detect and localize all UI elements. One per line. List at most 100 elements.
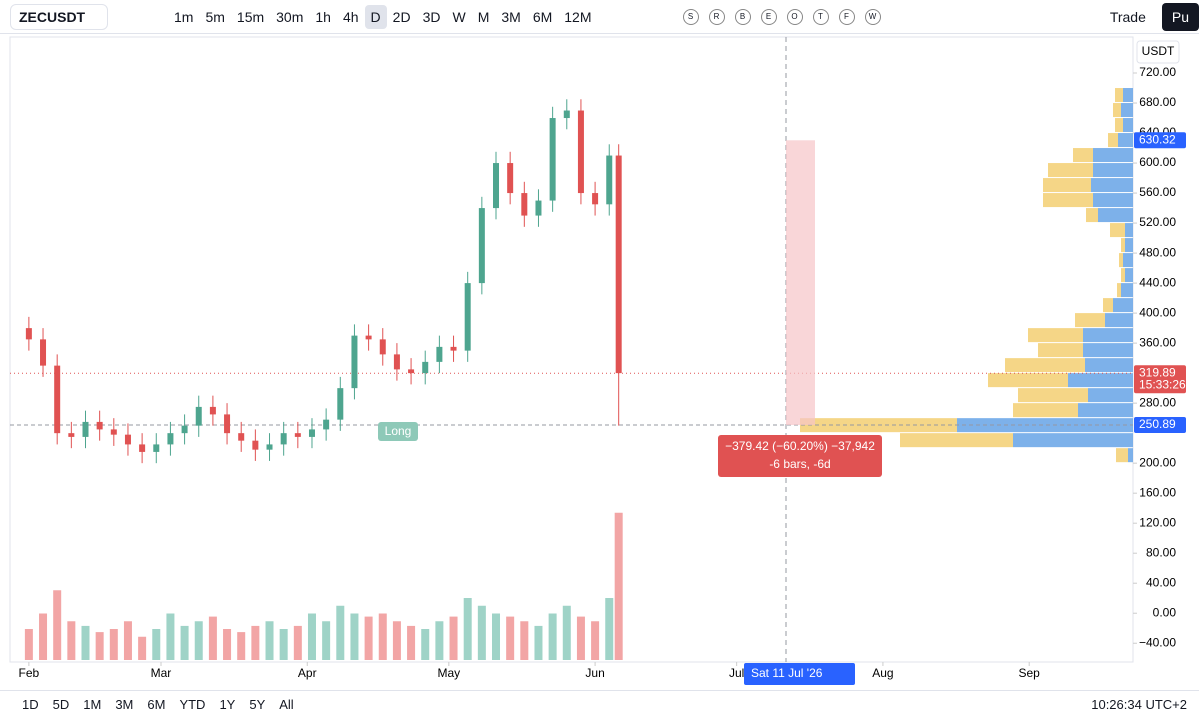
letter-button[interactable]: T xyxy=(812,8,829,25)
measure-range xyxy=(786,140,815,425)
candle-body xyxy=(224,414,231,434)
interval[interactable]: 15m xyxy=(236,8,265,25)
interval[interactable]: 6M xyxy=(532,8,553,25)
profile-sell xyxy=(1108,133,1118,148)
volume-bar xyxy=(251,625,260,660)
range[interactable]: 3M xyxy=(115,697,134,712)
range[interactable]: All xyxy=(279,697,294,712)
letter-button[interactable]: S xyxy=(682,8,699,25)
profile-buy xyxy=(1013,433,1133,448)
letter-button[interactable]: F xyxy=(838,8,855,25)
low-price: 250.89 xyxy=(1139,417,1176,431)
interval[interactable]: 3M xyxy=(501,8,521,25)
symbol[interactable]: ZECUSDT xyxy=(10,3,108,30)
range[interactable]: 1D xyxy=(22,697,39,712)
profile-buy xyxy=(1123,253,1133,268)
profile-sell xyxy=(1038,343,1083,358)
volume-bar xyxy=(492,613,501,660)
interval[interactable]: 12M xyxy=(564,8,592,25)
profile-buy xyxy=(1105,313,1133,328)
candle-body xyxy=(535,200,542,216)
candle-body xyxy=(209,406,216,415)
candle-body xyxy=(606,155,613,205)
volume-bar xyxy=(506,616,515,660)
volume-bar xyxy=(392,621,401,660)
profile-buy xyxy=(1128,448,1133,463)
volume-bar xyxy=(208,616,217,660)
letter-button[interactable]: W xyxy=(864,8,881,25)
high-price-box xyxy=(1134,132,1186,149)
interval[interactable]: 4h xyxy=(342,8,359,25)
volume-bar xyxy=(378,613,387,660)
y-tick-label: 680.00 xyxy=(1139,95,1176,109)
candle-body xyxy=(238,433,245,441)
volume-bar xyxy=(109,629,118,660)
y-tick-label: 40.00 xyxy=(1146,575,1176,589)
publish-button[interactable]: Pu xyxy=(1161,2,1199,31)
volume-bar xyxy=(194,621,203,660)
countdown: 15:33:26 xyxy=(1139,377,1186,391)
profile-buy xyxy=(1068,373,1133,388)
last-price-box xyxy=(1134,365,1186,394)
candle-body xyxy=(615,155,622,374)
profile-sell xyxy=(1075,313,1105,328)
volume-bar xyxy=(421,629,430,660)
volume-bar xyxy=(265,621,274,660)
volume-bar xyxy=(605,598,614,660)
interval[interactable]: 1m xyxy=(174,8,194,25)
letter-button[interactable]: E xyxy=(760,8,777,25)
profile-buy xyxy=(1125,223,1133,238)
range[interactable]: 5D xyxy=(52,697,70,712)
interval[interactable]: 3D xyxy=(422,8,441,25)
profile-buy xyxy=(1093,148,1133,163)
currency: USDT xyxy=(1142,44,1175,58)
interval[interactable]: 2D xyxy=(392,8,411,25)
y-tick-label: 280.00 xyxy=(1139,395,1176,409)
volume-bar xyxy=(336,605,345,660)
interval[interactable]: D xyxy=(364,4,387,29)
y-tick-label: 560.00 xyxy=(1139,185,1176,199)
x-tick-label: Aug xyxy=(872,666,893,680)
range[interactable]: 5Y xyxy=(249,697,266,712)
interval[interactable]: 5m xyxy=(205,8,225,25)
profile-buy xyxy=(1121,103,1133,118)
range[interactable]: YTD xyxy=(179,697,206,712)
candle-body xyxy=(294,433,301,437)
candle-body xyxy=(167,433,174,445)
profile-buy xyxy=(1121,283,1133,298)
volume-bar xyxy=(477,605,486,660)
x-tick-label: Jul xyxy=(729,666,744,680)
x-tick-label: Apr xyxy=(298,666,317,680)
y-tick-label: 440.00 xyxy=(1139,275,1176,289)
profile-buy xyxy=(1091,178,1133,193)
volume-bar xyxy=(237,632,246,660)
profile-sell xyxy=(1013,403,1078,418)
profile-sell xyxy=(1116,448,1128,463)
interval[interactable]: M xyxy=(477,8,490,25)
interval[interactable]: W xyxy=(452,8,466,25)
candle-body xyxy=(40,339,47,366)
plot-area xyxy=(9,36,1134,663)
volume-bar xyxy=(322,621,331,660)
trade-button[interactable]: Trade xyxy=(1109,8,1146,25)
profile-sell xyxy=(1028,328,1083,343)
interval[interactable]: 30m xyxy=(276,8,304,25)
candle-body xyxy=(110,429,117,435)
letter-button[interactable]: B xyxy=(734,8,751,25)
long-tag xyxy=(378,422,418,441)
range[interactable]: 1Y xyxy=(219,697,236,712)
range[interactable]: 1M xyxy=(83,697,102,712)
letter-button[interactable]: O xyxy=(786,8,803,25)
profile-sell xyxy=(1018,388,1088,403)
volume-bar xyxy=(95,632,104,660)
range[interactable]: 6M xyxy=(147,697,166,712)
letter-button[interactable]: R xyxy=(708,8,725,25)
candle-body xyxy=(54,365,61,434)
candle-body xyxy=(280,433,287,445)
candle-body xyxy=(337,388,344,420)
candle-body xyxy=(521,193,528,216)
last-price: 319.89 xyxy=(1139,365,1176,379)
y-tick-label: 120.00 xyxy=(1139,515,1176,529)
interval[interactable]: 1h xyxy=(315,8,331,25)
candle-body xyxy=(464,283,471,351)
